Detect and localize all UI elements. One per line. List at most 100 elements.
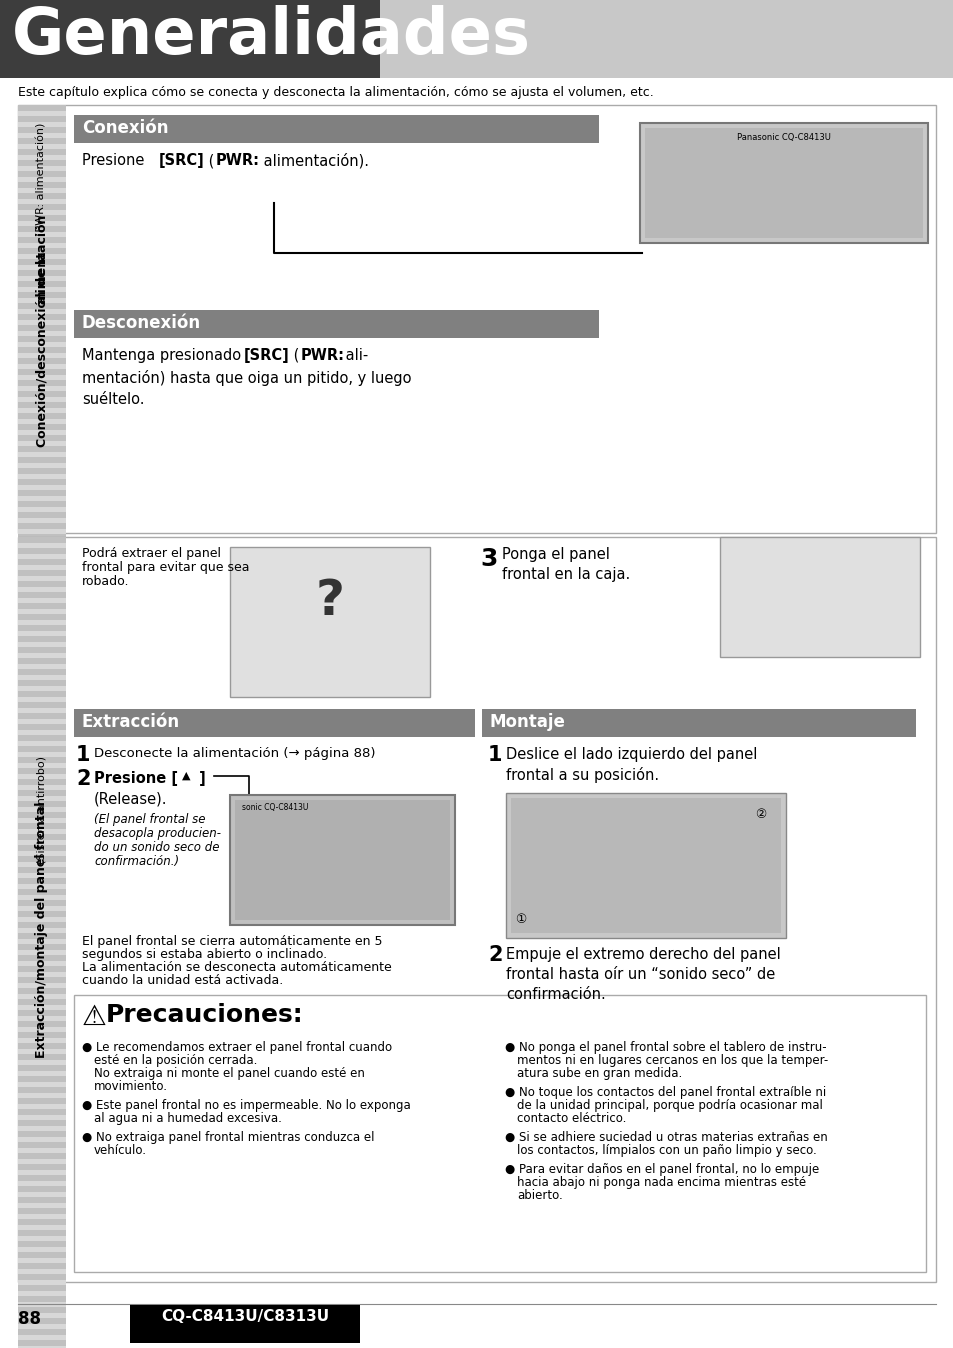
Text: ]: ] <box>193 771 206 786</box>
Bar <box>18 1043 66 1049</box>
Bar <box>18 586 66 592</box>
Bar <box>18 944 66 949</box>
Text: al agua ni a humedad excesiva.: al agua ni a humedad excesiva. <box>94 1112 281 1126</box>
Bar <box>18 1038 66 1043</box>
Bar <box>18 692 66 697</box>
Bar <box>18 352 66 359</box>
Bar <box>18 1258 66 1263</box>
Text: Empuje el extremo derecho del panel: Empuje el extremo derecho del panel <box>505 948 780 962</box>
Bar <box>18 824 66 829</box>
Bar <box>18 346 66 352</box>
Bar <box>18 534 66 539</box>
Bar <box>18 518 66 523</box>
Bar <box>18 143 66 150</box>
Bar <box>230 547 430 697</box>
Text: ?: ? <box>315 577 344 625</box>
Bar <box>18 325 66 330</box>
Text: de la unidad principal, porque podría ocasionar mal: de la unidad principal, porque podría oc… <box>517 1099 822 1112</box>
Bar <box>18 369 66 375</box>
Bar <box>18 592 66 597</box>
Text: Panasonic CQ-C8413U: Panasonic CQ-C8413U <box>737 133 830 142</box>
Bar <box>18 198 66 204</box>
Bar <box>18 484 66 491</box>
Bar <box>18 496 66 501</box>
Text: ①: ① <box>515 913 526 926</box>
Bar <box>18 1242 66 1247</box>
Text: ● No extraiga panel frontal mientras conduzca el: ● No extraiga panel frontal mientras con… <box>82 1131 375 1144</box>
Bar <box>18 512 66 518</box>
Bar <box>18 491 66 496</box>
Bar <box>18 1192 66 1197</box>
Bar <box>18 1213 66 1219</box>
Bar <box>18 697 66 702</box>
Bar <box>18 549 66 554</box>
Text: ● Si se adhiere suciedad u otras materias extrañas en: ● Si se adhiere suciedad u otras materia… <box>504 1131 827 1144</box>
Bar <box>18 1109 66 1115</box>
Bar <box>18 581 66 586</box>
Bar <box>18 751 66 758</box>
Text: CQ-C8413U/C8313U: CQ-C8413U/C8313U <box>161 1309 329 1324</box>
Bar <box>18 729 66 735</box>
Bar <box>18 253 66 259</box>
Bar <box>18 375 66 380</box>
Bar <box>18 922 66 927</box>
Bar <box>18 287 66 293</box>
Bar <box>18 603 66 608</box>
Bar <box>18 425 66 430</box>
Bar <box>18 840 66 845</box>
Text: contacto eléctrico.: contacto eléctrico. <box>517 1112 626 1126</box>
Bar <box>18 209 66 214</box>
Bar <box>18 275 66 280</box>
Text: movimiento.: movimiento. <box>94 1080 168 1093</box>
Bar <box>18 1026 66 1033</box>
Bar <box>18 319 66 325</box>
Bar <box>18 1099 66 1104</box>
Bar <box>18 829 66 834</box>
Bar <box>644 128 923 239</box>
Bar <box>18 1268 66 1274</box>
Text: La alimentación se desconecta automáticamente: La alimentación se desconecta automática… <box>82 961 392 975</box>
Bar <box>18 221 66 226</box>
Bar <box>18 243 66 248</box>
Bar <box>18 900 66 906</box>
Bar <box>18 1015 66 1020</box>
Text: Este capítulo explica cómo se conecta y desconecta la alimentación, cómo se ajus: Este capítulo explica cómo se conecta y … <box>18 86 653 98</box>
Bar <box>18 160 66 166</box>
Bar <box>18 977 66 983</box>
Bar <box>18 336 66 341</box>
Bar <box>18 396 66 402</box>
Text: Desconexión: Desconexión <box>82 314 201 332</box>
Bar <box>18 402 66 407</box>
Text: ● No toque los contactos del panel frontal extraíble ni: ● No toque los contactos del panel front… <box>504 1086 825 1099</box>
Bar <box>18 724 66 729</box>
Bar <box>18 1092 66 1099</box>
Text: frontal en la caja.: frontal en la caja. <box>501 568 630 582</box>
Bar <box>18 1302 66 1308</box>
Text: Ponga el panel: Ponga el panel <box>501 547 609 562</box>
Bar <box>18 237 66 243</box>
Bar <box>18 779 66 785</box>
Text: frontal hasta oír un “sonido seco” de: frontal hasta oír un “sonido seco” de <box>505 967 775 981</box>
Bar <box>18 949 66 954</box>
Bar <box>505 793 785 938</box>
Bar <box>18 883 66 888</box>
Bar <box>18 851 66 856</box>
Bar <box>481 709 915 737</box>
Bar <box>18 636 66 642</box>
Text: Generalidades: Generalidades <box>12 5 531 67</box>
Text: Presione: Presione <box>82 154 149 168</box>
Bar <box>18 441 66 446</box>
Bar <box>18 1165 66 1170</box>
Bar <box>18 1219 66 1224</box>
Bar <box>18 740 66 745</box>
Bar <box>18 1313 66 1318</box>
Bar <box>18 768 66 774</box>
Bar <box>18 1126 66 1131</box>
Text: PWR:: PWR: <box>215 154 260 168</box>
Text: No extraiga ni monte el panel cuando esté en: No extraiga ni monte el panel cuando est… <box>94 1068 364 1080</box>
Bar <box>18 763 66 768</box>
Bar <box>18 845 66 851</box>
Text: ● No ponga el panel frontal sobre el tablero de instru-: ● No ponga el panel frontal sobre el tab… <box>504 1041 825 1054</box>
Bar <box>18 1170 66 1175</box>
Bar <box>18 972 66 977</box>
